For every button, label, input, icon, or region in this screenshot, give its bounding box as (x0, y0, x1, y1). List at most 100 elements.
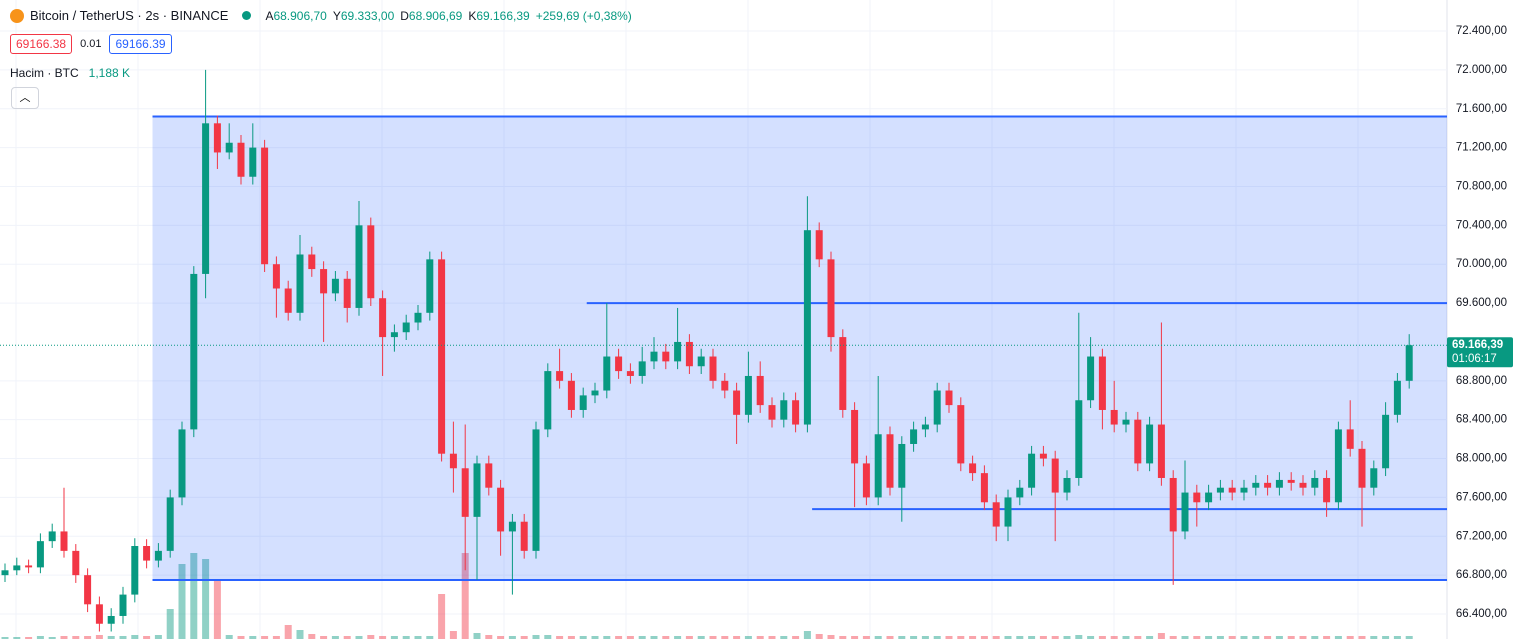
candle-body (414, 312, 422, 323)
candle-body (638, 361, 646, 376)
trade-row: 69166.38 0.01 69166.39 (10, 34, 172, 54)
candle-body (827, 259, 835, 338)
candle-body (48, 531, 56, 542)
volume-bar (1405, 636, 1413, 639)
volume-bar (13, 637, 21, 639)
candle-body (1264, 482, 1272, 488)
candle-body (1, 570, 9, 576)
last-price-box (1447, 337, 1513, 368)
candle-body (107, 615, 115, 624)
candle-body (933, 390, 941, 425)
candle-body (1146, 424, 1154, 464)
y-tick-label: 67.200,00 (1456, 530, 1507, 542)
volume-bar (508, 636, 516, 639)
candle-body (898, 443, 906, 488)
volume-bar (1110, 636, 1118, 639)
range-rectangle (152, 116, 1447, 581)
volume-bar (768, 636, 776, 639)
candle-body (508, 521, 516, 532)
volume-bar (839, 636, 847, 639)
candle-body (792, 400, 800, 425)
candle-body (579, 395, 587, 410)
candle-body (13, 565, 21, 571)
candle-body (721, 380, 729, 391)
candle-body (355, 225, 363, 308)
volume-bar (107, 636, 115, 639)
volume-bar (685, 636, 693, 639)
y-tick-label: 70.400,00 (1456, 219, 1507, 231)
volume-bar (1, 637, 9, 639)
candle-body (331, 278, 339, 294)
candle-body (473, 463, 481, 517)
candle-body (532, 429, 540, 551)
candle-body (1216, 487, 1224, 493)
ohlc-value: 69.333,00 (340, 8, 395, 23)
y-tick-label: 68.800,00 (1456, 375, 1507, 387)
y-tick-label: 70.000,00 (1456, 258, 1507, 270)
symbol[interactable]: Bitcoin / TetherUS · 2s · BINANCE (30, 8, 229, 23)
candle-body (1382, 414, 1390, 469)
volume-bar (792, 636, 800, 639)
volume-bar (1228, 636, 1236, 639)
y-tick-label: 68.000,00 (1456, 453, 1507, 465)
volume-bar (1039, 636, 1047, 639)
volume-bar (697, 636, 705, 639)
volume-bar (1004, 636, 1012, 639)
buy-button[interactable]: 69166.39 (109, 34, 172, 54)
candle-body (815, 230, 823, 260)
candle-body (119, 594, 127, 616)
volume-bar (1370, 636, 1378, 639)
y-tick-label: 67.600,00 (1456, 491, 1507, 503)
volume-bar (709, 636, 717, 639)
volume-bar (626, 636, 634, 639)
volume-bar (1134, 636, 1142, 639)
volume-bar (1382, 636, 1390, 639)
candle-body (1134, 419, 1142, 464)
volume-bar (1193, 636, 1201, 639)
volume-bar (1275, 636, 1283, 639)
candle-body (72, 550, 80, 576)
volume-bar (331, 636, 339, 639)
volume-bar (827, 635, 835, 639)
volume-bar (166, 609, 174, 639)
volume-bar (178, 564, 186, 639)
volume-bar (520, 636, 528, 639)
candle-body (237, 142, 245, 177)
candle-body (261, 147, 269, 265)
volume-bar (1240, 636, 1248, 639)
volume-bar (95, 635, 103, 639)
candle-body (1323, 477, 1331, 503)
volume-bar (1051, 636, 1059, 639)
candle-body (685, 341, 693, 367)
candle-body (449, 453, 457, 469)
sell-button[interactable]: 69166.38 (10, 34, 73, 54)
collapse-button[interactable]: ︿ (11, 87, 39, 109)
volume-bar (25, 637, 33, 639)
candle-body (1039, 453, 1047, 459)
change: +259,69 (+0,38%) (535, 8, 632, 23)
volume-bar (1122, 636, 1130, 639)
volume-value: 1,188 K (88, 66, 131, 80)
volume-bar (1287, 636, 1295, 639)
candle-body (733, 390, 741, 415)
volume-bar (60, 636, 68, 639)
volume-bar (1157, 633, 1165, 639)
volume-bar (650, 636, 658, 639)
candle-body (154, 550, 162, 561)
candle-body (461, 468, 469, 517)
volume-bar (461, 553, 469, 639)
volume-bar (284, 625, 292, 639)
candle-body (1405, 345, 1413, 381)
volume-bar (1098, 636, 1106, 639)
candle-body (25, 565, 33, 568)
coin-icon (10, 8, 24, 23)
volume-bar (1264, 636, 1272, 639)
volume-bar (886, 636, 894, 639)
volume-bar (579, 636, 587, 639)
candle-body (803, 230, 811, 425)
volume-bar (261, 636, 269, 639)
ohlc-item: K69.166,39 (468, 9, 529, 23)
countdown: 01:06:17 (1452, 353, 1497, 365)
volume-bar (1346, 636, 1354, 639)
volume-bar (1252, 636, 1260, 639)
